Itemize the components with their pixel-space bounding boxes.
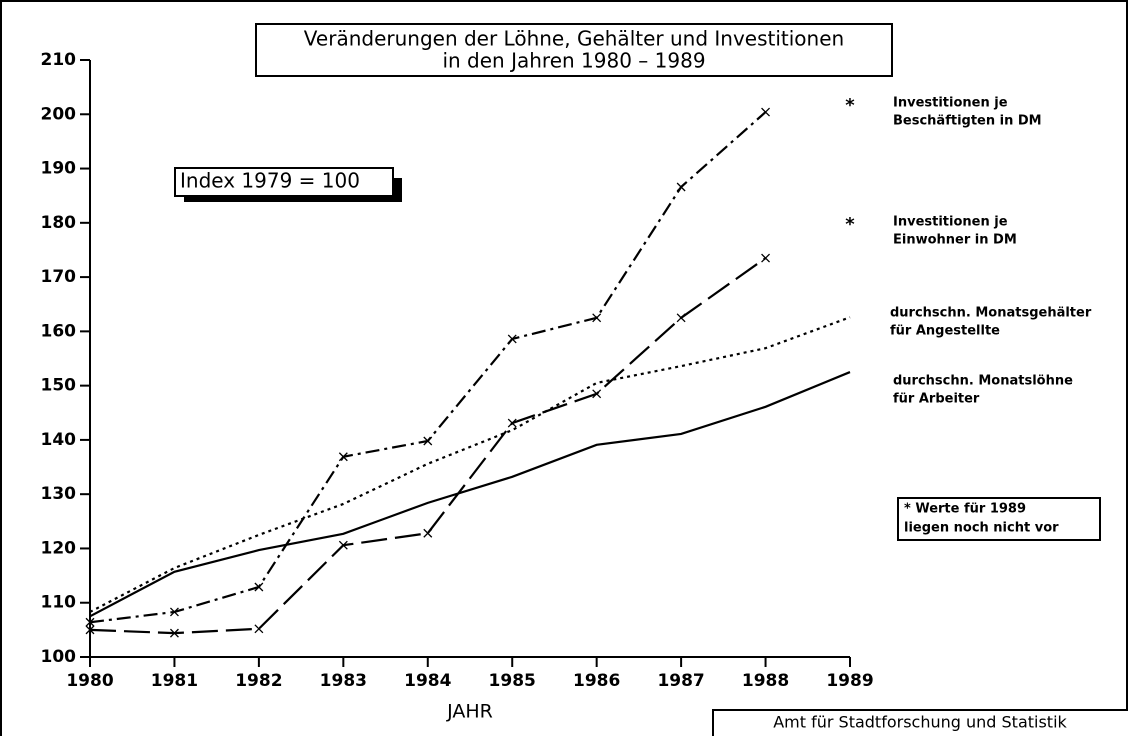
x-axis-label: JAHR bbox=[446, 701, 493, 723]
y-tick-label: 210 bbox=[41, 50, 77, 70]
y-tick-label: 130 bbox=[41, 484, 77, 504]
legend-label: Beschäftigten in DM bbox=[893, 114, 1042, 129]
legend-label: durchschn. Monatslöhne bbox=[893, 374, 1073, 389]
x-tick-label: 1987 bbox=[657, 671, 704, 691]
y-tick-label: 100 bbox=[41, 647, 77, 667]
legend-label: Einwohner in DM bbox=[893, 233, 1017, 248]
point-marker bbox=[338, 452, 348, 462]
x-tick-label: 1983 bbox=[320, 671, 367, 691]
point-marker bbox=[85, 617, 95, 627]
legend-label: Investitionen je bbox=[893, 215, 1008, 230]
note-box bbox=[897, 497, 1101, 541]
title-box bbox=[255, 23, 893, 77]
y-tick-label: 160 bbox=[41, 321, 77, 341]
y-tick-label: 170 bbox=[41, 267, 77, 287]
footer: Amt für Stadtforschung und Statistik bbox=[773, 713, 1067, 732]
point-marker bbox=[676, 182, 686, 192]
legend-note-mark: * bbox=[845, 214, 855, 235]
point-marker bbox=[423, 528, 433, 538]
point-marker bbox=[169, 607, 179, 617]
point-marker bbox=[169, 628, 179, 638]
legend-note-mark: * bbox=[845, 95, 855, 116]
y-tick-label: 180 bbox=[41, 213, 77, 233]
note: liegen noch nicht vor bbox=[904, 521, 1059, 536]
point-marker bbox=[507, 418, 517, 428]
series-line bbox=[89, 257, 767, 635]
x-tick-label: 1981 bbox=[151, 671, 198, 691]
y-tick-label: 200 bbox=[41, 104, 77, 124]
y-tick-label: 150 bbox=[41, 376, 77, 396]
point-marker bbox=[338, 540, 348, 550]
index-label: Index 1979 = 100 bbox=[180, 169, 360, 193]
point-marker bbox=[761, 107, 771, 117]
y-tick-label: 120 bbox=[41, 538, 77, 558]
point-marker bbox=[254, 582, 264, 592]
note: * Werte für 1989 bbox=[904, 502, 1026, 517]
series-line bbox=[89, 371, 851, 618]
point-marker bbox=[592, 389, 602, 399]
point-marker bbox=[423, 436, 433, 446]
point-marker bbox=[761, 253, 771, 263]
chart-title: in den Jahren 1980 – 1989 bbox=[442, 49, 705, 73]
point-marker bbox=[85, 625, 95, 635]
x-tick-label: 1986 bbox=[573, 671, 620, 691]
y-tick-label: 110 bbox=[41, 593, 77, 613]
legend-label: für Angestellte bbox=[890, 324, 1000, 339]
legend-label: durchschn. Monatsgehälter bbox=[890, 306, 1092, 321]
x-tick-label: 1980 bbox=[66, 671, 113, 691]
point-marker bbox=[676, 313, 686, 323]
point-marker bbox=[254, 624, 264, 634]
y-tick-label: 190 bbox=[41, 159, 77, 179]
point-marker bbox=[507, 334, 517, 344]
x-tick-label: 1982 bbox=[235, 671, 282, 691]
series-line bbox=[89, 316, 851, 613]
x-tick-label: 1984 bbox=[404, 671, 451, 691]
x-tick-label: 1988 bbox=[742, 671, 789, 691]
x-tick-label: 1989 bbox=[826, 671, 873, 691]
legend-label: für Arbeiter bbox=[893, 392, 980, 407]
legend-label: Investitionen je bbox=[893, 96, 1008, 111]
index-box bbox=[174, 167, 394, 197]
footer-box bbox=[712, 709, 1128, 736]
point-marker bbox=[592, 313, 602, 323]
chart-title: Veränderungen der Löhne, Gehälter und In… bbox=[304, 27, 844, 51]
x-tick-label: 1985 bbox=[489, 671, 536, 691]
y-tick-label: 140 bbox=[41, 430, 77, 450]
